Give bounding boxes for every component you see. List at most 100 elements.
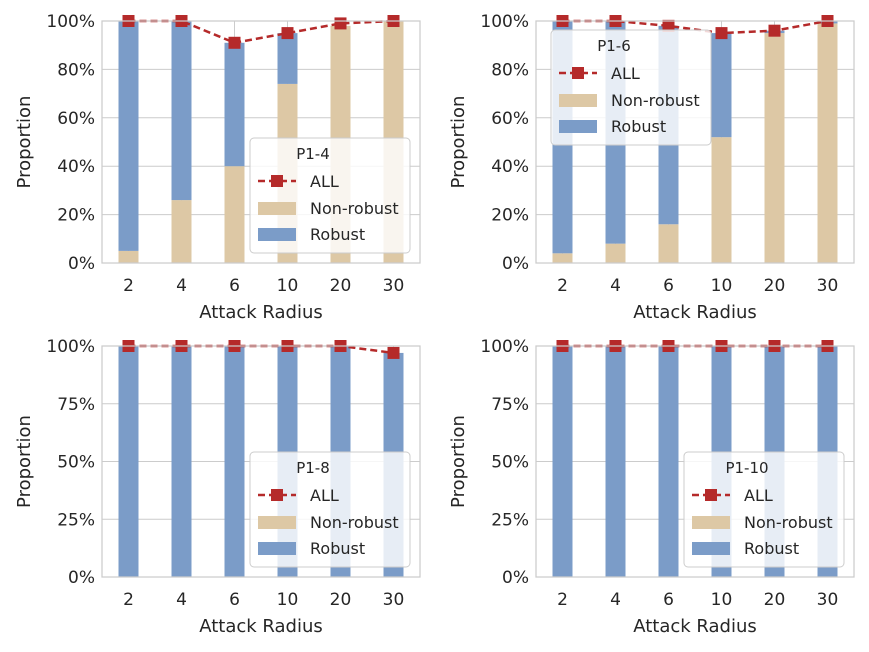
x-tick-label: 10 — [277, 276, 299, 296]
bar-non-robust-6 — [224, 166, 245, 263]
legend-swatch-non-robust — [559, 94, 597, 107]
bar-robust-4 — [171, 21, 192, 201]
point-all-10 — [715, 27, 728, 40]
x-tick-label: 10 — [711, 276, 733, 296]
bar-non-robust-2 — [552, 253, 573, 263]
chart-panel-2: 0% 20% 40% 60% 80% 100% 2 4 6 10 20 30 Attack Radius… — [448, 12, 855, 323]
legend: P1-4 ALL Non-robust Robust — [249, 137, 411, 254]
legend-title: P1-10 — [725, 459, 768, 477]
legend-box — [249, 451, 411, 568]
y-tick-label: 75% — [491, 395, 529, 415]
bar-robust-10 — [711, 33, 732, 138]
bar-robust-6 — [224, 42, 245, 167]
y-tick-label: 60% — [491, 109, 529, 129]
legend: P1-8 ALL Non-robust Robust — [249, 451, 411, 568]
bar-robust-6 — [224, 346, 245, 577]
plot-frame — [101, 345, 421, 578]
point-all-20 — [334, 17, 347, 30]
y-tick-label: 100% — [480, 12, 529, 32]
bar-robust-2 — [118, 346, 139, 577]
legend-label-robust: Robust — [310, 539, 365, 558]
legend-title: P1-8 — [296, 459, 330, 477]
y-tick-label: 0% — [68, 568, 95, 588]
x-tick-label: 2 — [123, 590, 134, 610]
legend-title: P1-4 — [296, 145, 330, 163]
point-all-6 — [228, 36, 241, 49]
legend-label-all: ALL — [611, 64, 640, 83]
legend-label-all: ALL — [744, 486, 773, 505]
y-tick-label: 0% — [502, 254, 529, 274]
x-tick-label: 30 — [817, 276, 839, 296]
y-tick-label: 100% — [46, 337, 95, 357]
x-tick-label: 20 — [764, 276, 786, 296]
legend-label-non-robust: Non-robust — [310, 513, 399, 532]
bar-robust-6 — [658, 346, 679, 577]
y-tick-label: 0% — [502, 568, 529, 588]
x-tick-label: 20 — [330, 590, 352, 610]
legend-label-non-robust: Non-robust — [744, 513, 833, 532]
y-tick-label: 20% — [491, 206, 529, 226]
legend-box — [550, 29, 712, 146]
plot-frame — [101, 20, 421, 264]
y-tick-label: 0% — [68, 254, 95, 274]
legend-marker-all — [572, 67, 584, 79]
legend-swatch-robust — [258, 542, 296, 555]
y-tick-label: 75% — [57, 395, 95, 415]
x-axis-label: Attack Radius — [633, 302, 757, 323]
y-tick-label: 20% — [57, 206, 95, 226]
x-tick-label: 4 — [176, 590, 187, 610]
legend-label-robust: Robust — [611, 117, 666, 136]
y-axis-label: Proportion — [14, 415, 35, 508]
bar-robust-2 — [552, 346, 573, 577]
y-axis-label: Proportion — [448, 415, 469, 508]
bar-robust-10 — [277, 33, 298, 84]
y-tick-label: 100% — [480, 337, 529, 357]
bar-robust-4 — [605, 346, 626, 577]
x-tick-label: 2 — [557, 590, 568, 610]
x-tick-label: 20 — [330, 276, 352, 296]
point-all-10 — [281, 27, 294, 40]
bar-non-robust-30 — [817, 23, 838, 264]
x-tick-label: 30 — [383, 276, 405, 296]
x-tick-label: 6 — [229, 590, 240, 610]
x-tick-label: 10 — [711, 590, 733, 610]
x-tick-label: 2 — [557, 276, 568, 296]
y-axis-label: Proportion — [448, 96, 469, 189]
legend-label-non-robust: Non-robust — [310, 199, 399, 218]
x-axis-label: Attack Radius — [199, 616, 323, 637]
legend-label-robust: Robust — [744, 539, 799, 558]
legend-label-non-robust: Non-robust — [611, 91, 700, 110]
y-axis-label: Proportion — [14, 96, 35, 189]
bar-robust-4 — [171, 346, 192, 577]
legend-swatch-robust — [559, 120, 597, 133]
x-tick-label: 2 — [123, 276, 134, 296]
bar-non-robust-10 — [711, 137, 732, 263]
y-tick-label: 40% — [57, 157, 95, 177]
y-tick-label: 50% — [57, 453, 95, 473]
legend: P1-6 ALL Non-robust Robust — [550, 29, 712, 146]
x-axis-label: Attack Radius — [633, 616, 757, 637]
y-tick-label: 80% — [57, 60, 95, 80]
legend: P1-10 ALL Non-robust Robust — [683, 451, 845, 568]
legend-marker-all — [705, 489, 717, 501]
y-tick-label: 100% — [46, 12, 95, 32]
point-all-6 — [662, 19, 675, 32]
legend-swatch-robust — [258, 228, 296, 241]
y-tick-label: 25% — [491, 510, 529, 530]
x-tick-label: 4 — [610, 590, 621, 610]
x-tick-label: 4 — [176, 276, 187, 296]
plot-frame — [535, 345, 855, 578]
bar-non-robust-4 — [171, 200, 192, 263]
y-tick-label: 80% — [491, 60, 529, 80]
legend-label-robust: Robust — [310, 225, 365, 244]
point-all-20 — [768, 24, 781, 37]
x-tick-label: 4 — [610, 276, 621, 296]
x-tick-label: 20 — [764, 590, 786, 610]
x-tick-label: 6 — [229, 276, 240, 296]
y-tick-label: 25% — [57, 510, 95, 530]
bar-non-robust-4 — [605, 243, 626, 263]
chart-panel-3: 0% 25% 50% 75% 100% 2 4 6 10 20 30 Attack Radius Pro… — [14, 337, 421, 637]
x-axis-label: Attack Radius — [199, 302, 323, 323]
x-tick-label: 30 — [383, 590, 405, 610]
